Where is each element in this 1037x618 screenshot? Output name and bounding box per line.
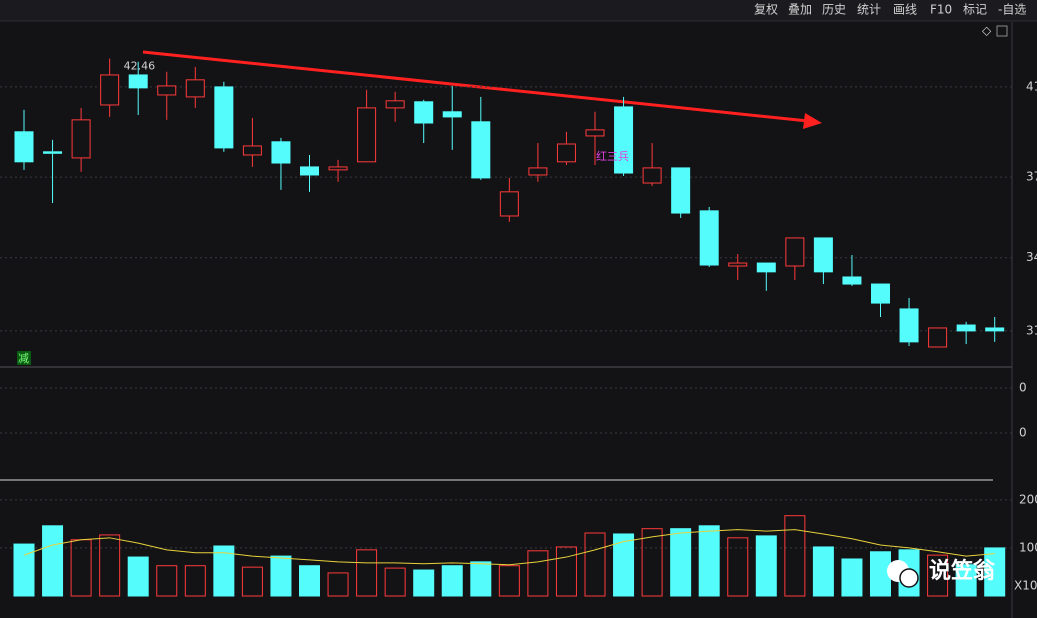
candle-body xyxy=(699,210,719,266)
volume-bar xyxy=(727,537,749,597)
candle-body xyxy=(100,74,120,106)
y-tick-label: 37 xyxy=(1026,170,1037,184)
volume-bar xyxy=(527,550,549,597)
volume-bar xyxy=(812,546,834,597)
watermark: 说笠翁 xyxy=(887,558,996,588)
volume-bar xyxy=(241,566,263,597)
menu-item[interactable]: F10 xyxy=(930,3,952,17)
volume-bar xyxy=(42,525,64,597)
volume-bar xyxy=(384,567,406,597)
candle-body xyxy=(214,86,234,149)
y-tick-label: 34 xyxy=(1026,250,1037,264)
candle-body xyxy=(43,151,63,154)
candle-body xyxy=(71,119,91,159)
unit-label: X10 xyxy=(1014,579,1037,593)
menu-item[interactable]: 叠加 xyxy=(788,3,812,17)
candle-body xyxy=(899,308,919,343)
volume-bar xyxy=(156,565,178,597)
volume-bar xyxy=(356,549,378,597)
candle-body xyxy=(499,191,519,217)
ma-line xyxy=(23,529,995,566)
volume-bar xyxy=(213,545,235,597)
menu-item[interactable]: 画线 xyxy=(893,3,917,17)
menu-item[interactable]: 历史 xyxy=(822,3,846,17)
volume-bar xyxy=(413,569,435,597)
trend-arrow-head xyxy=(803,113,822,129)
candle-body xyxy=(985,327,1005,332)
candle-body xyxy=(671,167,691,214)
candle-body xyxy=(556,143,576,163)
volume-bar xyxy=(584,532,606,597)
candle-body xyxy=(157,85,177,96)
y-tick-label: 41 xyxy=(1026,79,1037,93)
candle-body xyxy=(442,111,462,118)
candle-body xyxy=(328,166,348,171)
volume-bar xyxy=(755,535,777,597)
candle-body xyxy=(785,237,805,267)
volume-bar xyxy=(784,515,806,597)
candle-body xyxy=(357,107,377,163)
annotation: 红三兵 xyxy=(596,150,629,163)
volume-bar xyxy=(641,528,663,597)
candle-body xyxy=(414,101,434,124)
candle-body xyxy=(14,131,34,163)
volume-bar xyxy=(670,528,692,597)
menu-item[interactable]: 复权 xyxy=(754,3,778,17)
volume-bar xyxy=(270,555,292,597)
y-tick-label: 31 xyxy=(1026,323,1037,337)
y-tick-label: 200 xyxy=(1019,492,1037,506)
volume-bar xyxy=(99,534,121,597)
volume-bar xyxy=(13,543,35,597)
volume-bar xyxy=(498,565,520,597)
icon[interactable] xyxy=(996,25,1008,37)
volume-bar xyxy=(327,572,349,597)
candle-body xyxy=(756,262,776,273)
candle-body xyxy=(614,106,634,174)
candle-body xyxy=(271,141,291,164)
candle-body xyxy=(728,262,748,267)
candle-body xyxy=(956,324,976,332)
volume-bar xyxy=(299,565,320,597)
y-tick-label: 0 xyxy=(1019,426,1027,440)
annotation: 减 xyxy=(18,352,29,365)
menu-item[interactable]: 标记 xyxy=(963,3,987,17)
candle-body xyxy=(471,121,491,179)
toolbar xyxy=(0,0,1037,21)
volume-bar xyxy=(470,561,492,597)
candle-body xyxy=(585,129,605,137)
volume-bar xyxy=(184,565,206,597)
candle-body xyxy=(813,237,833,273)
volume-bar xyxy=(555,546,577,597)
candle-body xyxy=(185,79,205,98)
y-tick-label: 0 xyxy=(1019,381,1027,395)
annotation: 42.46 xyxy=(124,60,155,73)
watermark-text: 说笠翁 xyxy=(929,558,996,584)
badge xyxy=(17,351,31,365)
icon[interactable]: ◇ xyxy=(982,24,992,38)
volume-bar xyxy=(698,525,720,597)
candle-body xyxy=(642,167,662,184)
candle-body xyxy=(928,327,948,348)
candle-body xyxy=(128,74,148,89)
candle-body xyxy=(871,283,890,304)
volume-bar xyxy=(613,533,635,597)
y-tick-label: 100 xyxy=(1019,540,1037,554)
candle-body xyxy=(300,166,319,176)
volume-bar xyxy=(127,556,149,597)
candle-body xyxy=(528,167,548,176)
candle-body xyxy=(242,145,262,156)
volume-bar xyxy=(955,564,977,597)
candle-body xyxy=(385,100,405,109)
volume-bar xyxy=(927,554,949,597)
volume-bar xyxy=(984,547,1006,597)
volume-bar xyxy=(441,565,463,597)
menu-item[interactable]: 统计 xyxy=(857,3,881,17)
volume-bar xyxy=(841,558,863,597)
menu-item[interactable]: -自选 xyxy=(998,3,1026,17)
candle-body xyxy=(842,276,862,285)
